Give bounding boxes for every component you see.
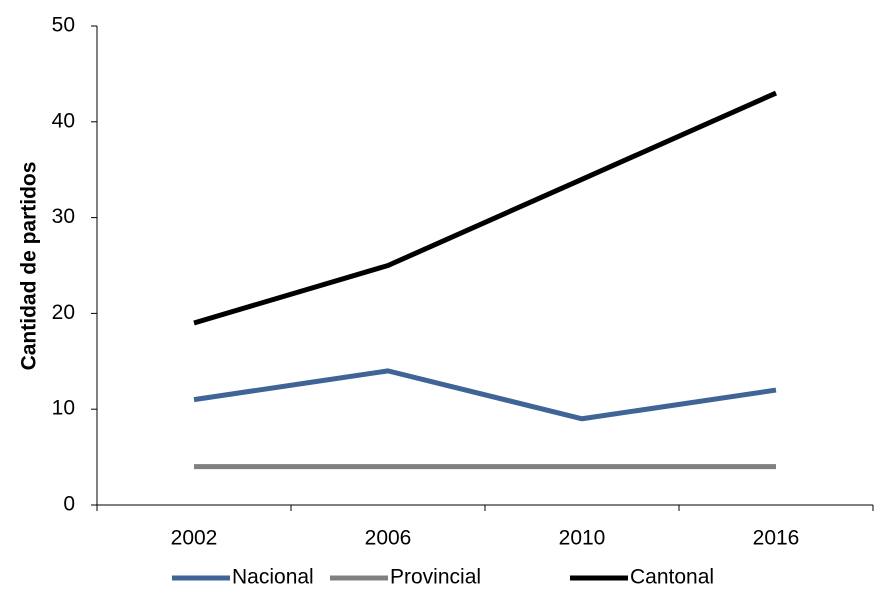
y-tick-label: 30 bbox=[52, 205, 75, 228]
x-tick-label: 2016 bbox=[753, 527, 800, 550]
y-tick-label: 10 bbox=[52, 397, 75, 420]
y-tick-label: 50 bbox=[52, 14, 75, 37]
series-line bbox=[193, 368, 777, 422]
x-tick-label: 2010 bbox=[559, 527, 606, 550]
x-tick-label: 2002 bbox=[171, 527, 218, 550]
y-tick-label: 20 bbox=[52, 301, 75, 324]
y-tick-label: 40 bbox=[52, 109, 75, 132]
y-axis-label: Cantidad de partidos bbox=[18, 162, 41, 371]
legend-label: Nacional bbox=[232, 566, 314, 589]
legend-label: Cantonal bbox=[630, 566, 714, 589]
series-line bbox=[193, 90, 778, 326]
legend-label: Provincial bbox=[390, 566, 481, 589]
y-tick-label: 0 bbox=[63, 493, 75, 516]
x-tick-label: 2006 bbox=[365, 527, 412, 550]
